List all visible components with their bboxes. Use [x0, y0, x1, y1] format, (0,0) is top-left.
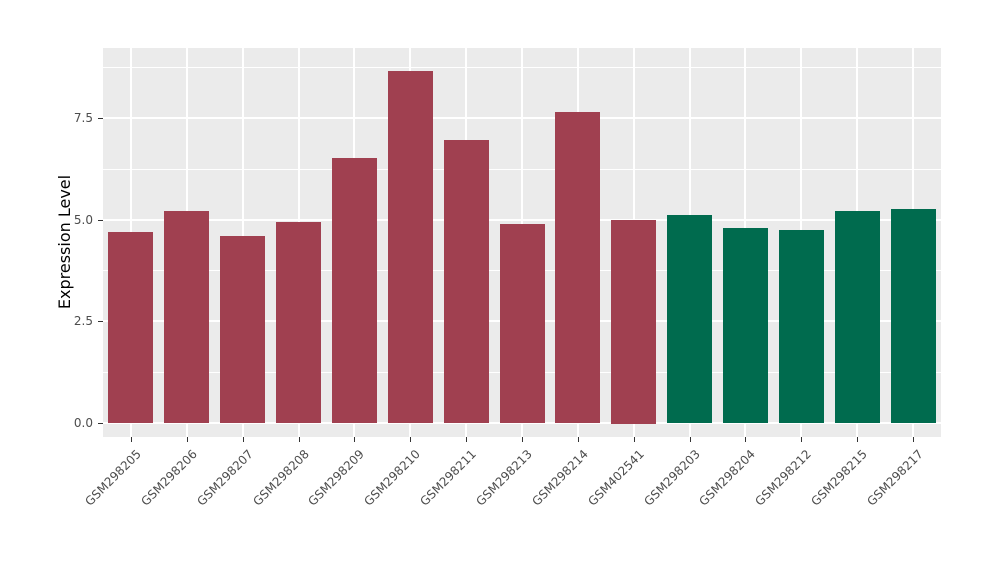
x-tick-label: GSM298211 [417, 447, 479, 509]
bar-GSM298214 [555, 112, 600, 423]
bar-GSM298206 [164, 211, 209, 423]
x-tick-mark [634, 437, 635, 442]
x-tick-label: GSM298207 [194, 447, 256, 509]
x-tick-label: GSM298213 [473, 447, 535, 509]
bar-GSM298208 [276, 222, 321, 423]
x-tick-label: GSM298217 [864, 447, 926, 509]
x-tick-label: GSM298203 [641, 447, 703, 509]
x-tick-label: GSM298214 [529, 447, 591, 509]
bar-GSM402541 [611, 220, 656, 424]
bar-GSM298211 [444, 140, 489, 423]
x-tick-mark [690, 437, 691, 442]
x-tick-label: GSM298212 [752, 447, 814, 509]
y-tick-mark [98, 423, 103, 424]
bar-GSM298212 [779, 230, 824, 423]
bar-GSM298217 [891, 209, 936, 423]
bar-GSM298209 [332, 158, 377, 423]
x-tick-mark [913, 437, 914, 442]
x-tick-label: GSM298215 [808, 447, 870, 509]
y-tick-label: 7.5 [73, 110, 93, 125]
bar-GSM298203 [667, 215, 712, 423]
bar-GSM298215 [835, 211, 880, 423]
y-tick-label: 0.0 [73, 416, 93, 430]
x-tick-label: GSM298208 [250, 447, 312, 509]
x-tick-mark [466, 437, 467, 442]
x-tick-mark [410, 437, 411, 442]
bar-GSM298207 [220, 236, 265, 423]
x-tick-mark [801, 437, 802, 442]
x-tick-label: GSM298206 [138, 447, 200, 509]
y-tick-mark [98, 321, 103, 323]
x-tick-mark [522, 437, 523, 442]
x-tick-mark [857, 437, 858, 442]
bar-GSM298213 [500, 224, 545, 423]
x-tick-label: GSM298209 [305, 447, 367, 509]
y-tick-label: 2.5 [73, 314, 93, 329]
bar-GSM298210 [388, 71, 433, 423]
x-tick-mark [299, 437, 300, 442]
x-tick-label: GSM298205 [82, 447, 144, 509]
y-tick-label: 5.0 [73, 212, 93, 227]
plot-panel [103, 48, 941, 437]
x-tick-mark [578, 437, 579, 442]
x-tick-label: GSM402541 [585, 447, 647, 509]
x-tick-mark [354, 437, 355, 442]
x-tick-label: GSM298210 [361, 447, 423, 509]
x-tick-mark [745, 437, 746, 442]
x-tick-mark [131, 437, 132, 442]
x-tick-label: GSM298204 [696, 447, 758, 509]
y-tick-mark [98, 117, 103, 119]
bar-GSM298205 [108, 232, 153, 423]
y-axis-title: Expression Level [55, 174, 74, 310]
x-tick-mark [243, 437, 244, 442]
bar-GSM298204 [723, 228, 768, 423]
y-tick-mark [98, 219, 103, 221]
x-tick-mark [187, 437, 188, 442]
